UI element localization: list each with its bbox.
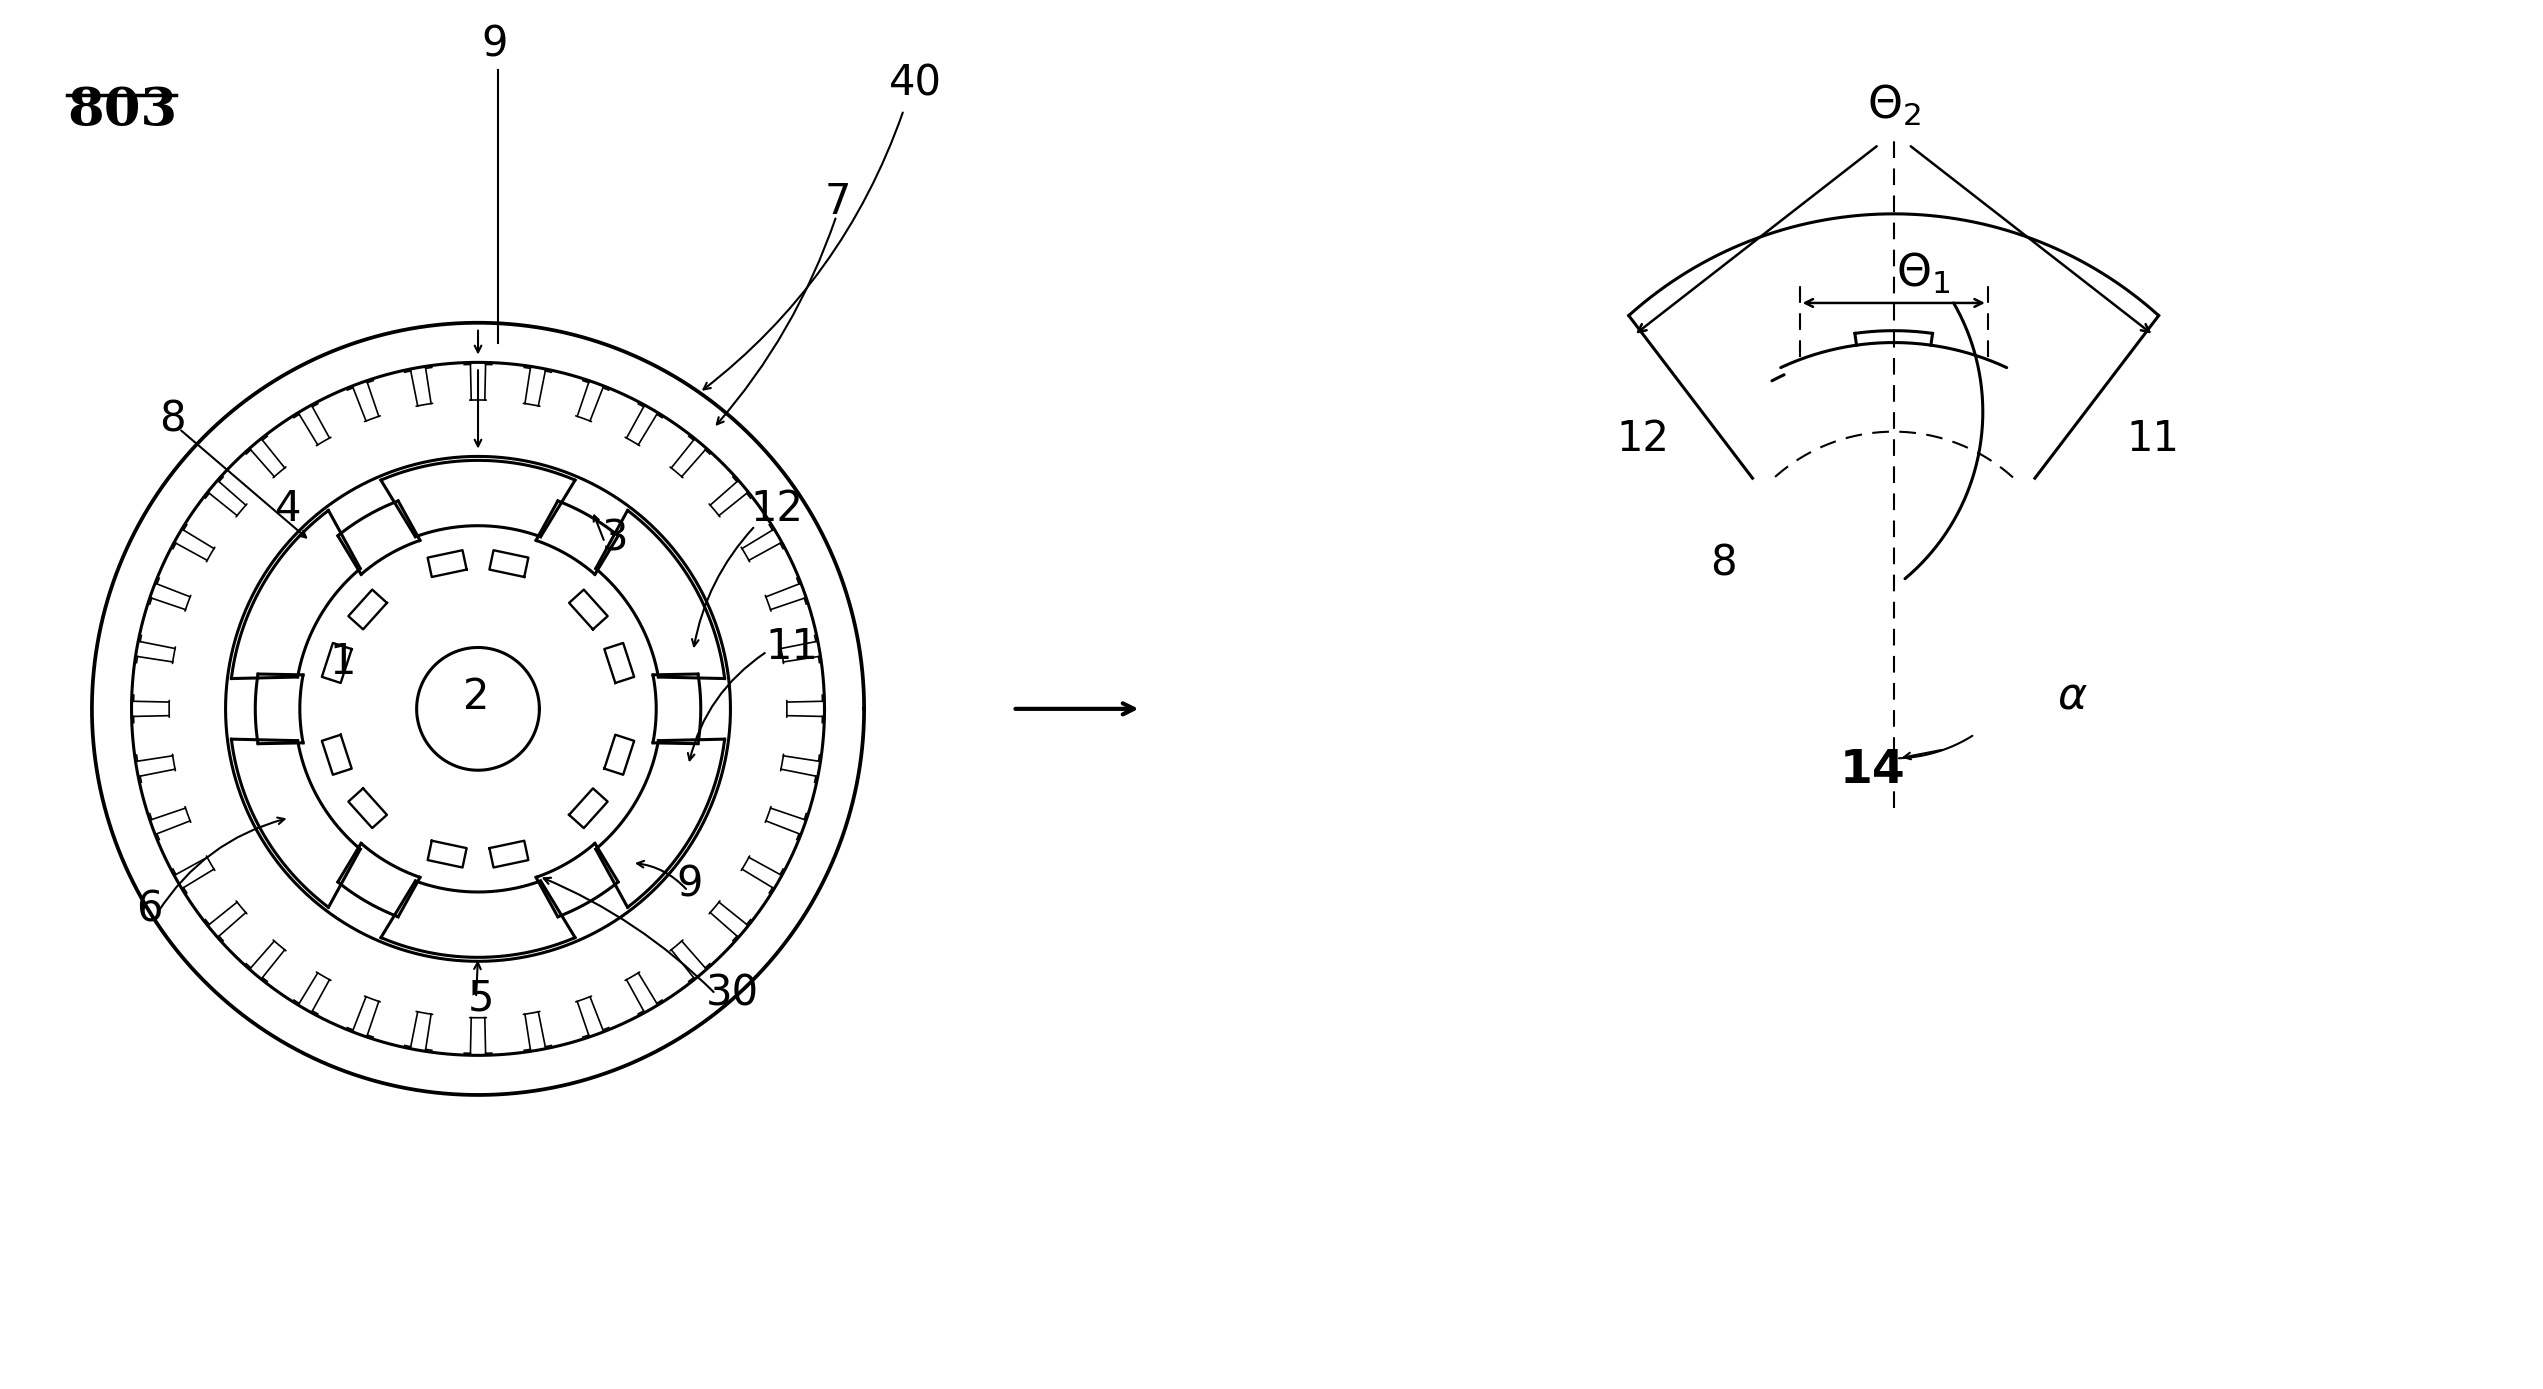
Text: 3: 3 <box>603 518 628 560</box>
Text: $\alpha$: $\alpha$ <box>2057 675 2088 718</box>
Text: 11: 11 <box>765 626 819 668</box>
Text: 30: 30 <box>707 972 758 1015</box>
Text: 4: 4 <box>275 488 303 529</box>
Text: 12: 12 <box>750 488 804 529</box>
Text: 803: 803 <box>66 85 178 136</box>
Text: 7: 7 <box>824 181 852 222</box>
Text: 5: 5 <box>468 978 496 1020</box>
Text: $\Theta_2$: $\Theta_2$ <box>1867 82 1920 128</box>
Text: 8: 8 <box>160 399 186 440</box>
Text: 12: 12 <box>1617 418 1668 461</box>
Text: 2: 2 <box>463 676 491 718</box>
Text: 14: 14 <box>1839 749 1905 793</box>
Text: 6: 6 <box>137 889 163 931</box>
Text: 11: 11 <box>2126 418 2179 461</box>
Text: 9: 9 <box>676 864 702 906</box>
Text: 8: 8 <box>1711 542 1737 585</box>
Text: 40: 40 <box>890 63 941 104</box>
Text: 9: 9 <box>481 24 509 65</box>
Text: 1: 1 <box>331 642 356 683</box>
Text: $\Theta_1$: $\Theta_1$ <box>1897 250 1950 296</box>
